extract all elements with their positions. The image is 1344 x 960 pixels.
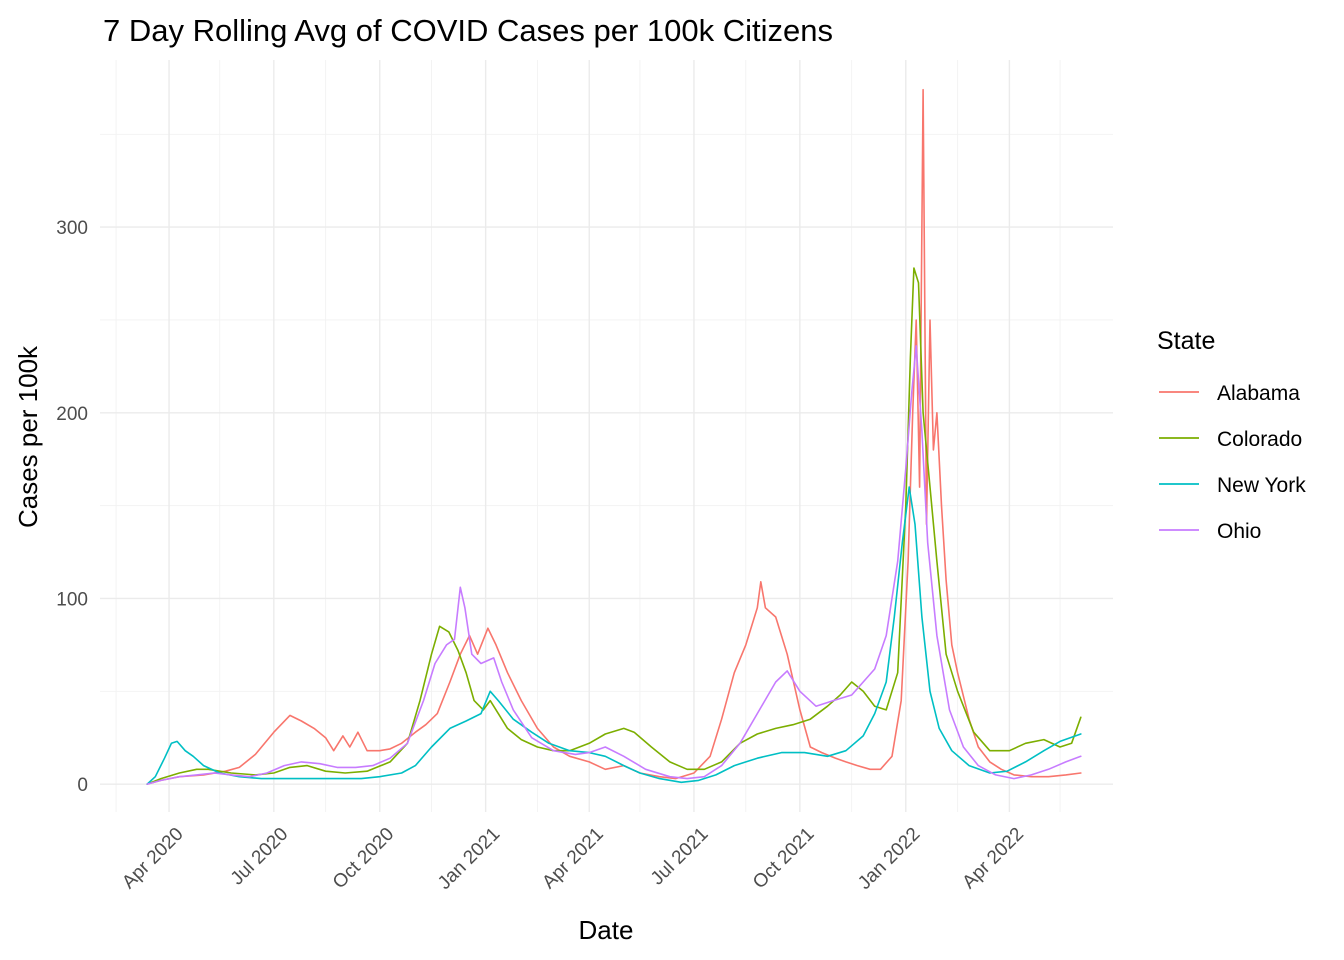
- x-axis-ticks: Apr 2020 Jul 2020 Oct 2020 Jan 2021 Apr 2021…: [118, 824, 1028, 894]
- legend-title: State: [1157, 327, 1215, 355]
- y-tick-label: 100: [56, 589, 88, 610]
- x-tick-label: Apr 2022: [959, 824, 1028, 893]
- series-lines: [146, 88, 1082, 785]
- x-tick-label: Jul 2020: [227, 824, 293, 890]
- minor-gridlines: [100, 60, 1113, 812]
- legend: State Alabama Colorado New York Ohio: [1157, 327, 1306, 543]
- x-tick-label: Oct 2021: [749, 824, 818, 893]
- series-line-ohio: [146, 345, 1082, 785]
- x-tick-label: Jan 2022: [854, 824, 924, 894]
- y-tick-label: 0: [77, 775, 88, 796]
- y-tick-label: 200: [56, 404, 88, 425]
- y-axis-title: Cases per 100k: [13, 345, 43, 528]
- y-tick-label: 300: [56, 218, 88, 239]
- chart-title: 7 Day Rolling Avg of COVID Cases per 100…: [103, 13, 833, 48]
- series-line-new-york: [146, 486, 1082, 785]
- series-line-alabama: [146, 88, 1082, 785]
- legend-label-ohio: Ohio: [1217, 520, 1261, 543]
- legend-label-new-york: New York: [1217, 474, 1306, 497]
- x-tick-label: Jul 2021: [647, 824, 713, 890]
- legend-label-colorado: Colorado: [1217, 428, 1302, 451]
- x-axis-title: Date: [579, 915, 634, 945]
- y-axis-ticks: 0 100 200 300: [56, 218, 88, 796]
- x-tick-label: Apr 2020: [118, 824, 187, 893]
- series-line-colorado: [146, 267, 1082, 785]
- x-tick-label: Jan 2021: [434, 824, 504, 894]
- major-gridlines: [100, 60, 1113, 812]
- x-tick-label: Oct 2020: [329, 824, 398, 893]
- legend-label-alabama: Alabama: [1217, 382, 1300, 405]
- x-tick-label: Apr 2021: [538, 824, 607, 893]
